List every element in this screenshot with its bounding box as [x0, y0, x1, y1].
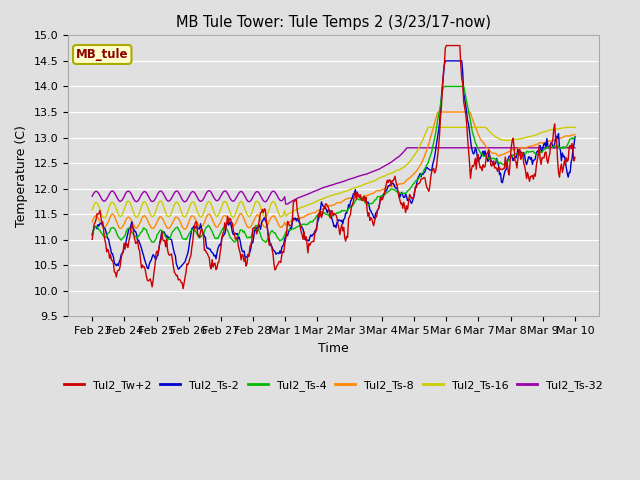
Legend: Tul2_Tw+2, Tul2_Ts-2, Tul2_Ts-4, Tul2_Ts-8, Tul2_Ts-16, Tul2_Ts-32: Tul2_Tw+2, Tul2_Ts-2, Tul2_Ts-4, Tul2_Ts…	[60, 375, 607, 395]
Y-axis label: Temperature (C): Temperature (C)	[15, 125, 28, 227]
Text: MB_tule: MB_tule	[76, 48, 129, 61]
X-axis label: Time: Time	[318, 342, 349, 355]
Title: MB Tule Tower: Tule Temps 2 (3/23/17-now): MB Tule Tower: Tule Temps 2 (3/23/17-now…	[176, 15, 491, 30]
